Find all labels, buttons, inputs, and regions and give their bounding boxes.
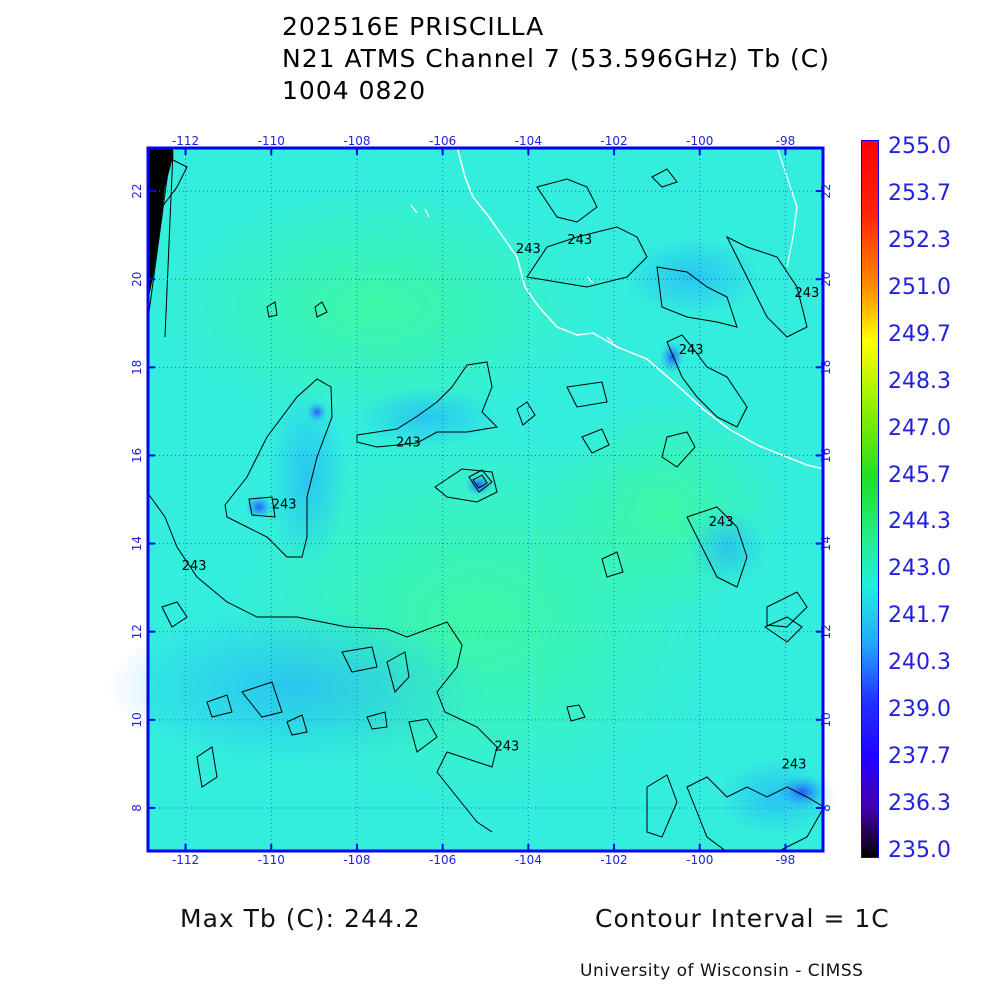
- contour-label: 243: [567, 233, 592, 248]
- longitude-tick-label-bottom: -108: [343, 853, 370, 867]
- colorbar-label: 252.3: [888, 227, 951, 253]
- colorbar-fill: [861, 140, 879, 858]
- colorbar-label: 247.0: [888, 415, 951, 441]
- colorbar-label: 239.0: [888, 697, 951, 723]
- colorbar-label: 236.3: [888, 791, 951, 817]
- longitude-tick-label-top: -100: [686, 134, 713, 148]
- cold-spot: [465, 474, 493, 496]
- title-sensor: N21 ATMS Channel 7 (53.596GHz) Tb (C): [282, 44, 830, 73]
- longitude-tick-label-top: -102: [600, 134, 627, 148]
- contour-interval-label: Contour Interval = 1C: [595, 904, 890, 933]
- cold-spot: [307, 402, 327, 422]
- longitude-tick-label-top: -104: [515, 134, 542, 148]
- max-tb-label: Max Tb (C): 244.2: [180, 904, 421, 933]
- title-storm: 202516E PRISCILLA: [282, 12, 545, 41]
- cool-region: [267, 387, 347, 567]
- longitude-tick-label-bottom: -98: [776, 853, 796, 867]
- contour-label: 243: [516, 242, 541, 257]
- contour-label: 243: [272, 497, 297, 512]
- warm-region: [157, 187, 597, 427]
- longitude-tick-label-top: -110: [258, 134, 285, 148]
- contour-label: 243: [679, 343, 704, 358]
- latitude-tick-label-left: 14: [130, 536, 144, 551]
- swath-edge: [164, 150, 174, 338]
- colorbar-label: 253.7: [888, 180, 951, 206]
- colorbar-label: 249.7: [888, 321, 951, 347]
- graticule: [147, 147, 824, 852]
- latitude-tick-label-left: 18: [130, 360, 144, 375]
- title-datetime: 1004 0820: [282, 76, 427, 105]
- colorbar-label: 243.0: [888, 556, 951, 582]
- longitude-tick-label-bottom: -102: [600, 853, 627, 867]
- coastline: [456, 146, 825, 470]
- colorbar-label: 244.3: [888, 509, 951, 535]
- colorbar-label: 235.0: [888, 838, 951, 863]
- colorbar-label: 251.0: [888, 274, 951, 300]
- longitude-tick-label-bottom: -110: [258, 853, 285, 867]
- swath-edge: [146, 148, 172, 328]
- latitude-tick-label-left: 16: [130, 448, 144, 463]
- longitude-tick-label-top: -98: [776, 134, 796, 148]
- latitude-tick-label-right: 8: [819, 804, 833, 812]
- cool-region: [687, 507, 767, 587]
- colorbar-label: 241.7: [888, 603, 951, 629]
- coastline: [410, 204, 618, 348]
- longitude-tick-label-top: -108: [343, 134, 370, 148]
- warm-region: [547, 397, 787, 617]
- longitude-tick-label-bottom: -104: [515, 853, 542, 867]
- colorbar-label: 245.7: [888, 462, 951, 488]
- cold-spot: [660, 341, 684, 373]
- contour-label: 243: [495, 740, 520, 755]
- colorbar-label: 255.0: [888, 134, 951, 159]
- colorbar-label: 248.3: [888, 368, 951, 394]
- longitude-tick-label-bottom: -112: [172, 853, 199, 867]
- cold-spot: [778, 776, 826, 808]
- credit-label: University of Wisconsin - CIMSS: [580, 961, 864, 981]
- longitude-tick-label-bottom: -106: [429, 853, 456, 867]
- latitude-tick-label-left: 12: [130, 624, 144, 639]
- latitude-tick-label-left: 22: [130, 183, 144, 198]
- colorbar-label: 240.3: [888, 650, 951, 676]
- coastline: [776, 146, 798, 268]
- latitude-tick-label-left: 10: [130, 712, 144, 727]
- map-frame-border: [146, 146, 825, 853]
- longitude-tick-label-bottom: -100: [686, 853, 713, 867]
- longitude-tick-label-top: -106: [429, 134, 456, 148]
- contour-label: 243: [782, 757, 807, 772]
- cool-region: [107, 607, 487, 767]
- latitude-tick-label-left: 20: [130, 272, 144, 287]
- contour-labels: 243 243 243 243 243 243 243 243 243 243: [182, 233, 820, 772]
- contour-label: 243: [182, 559, 207, 574]
- brightness-temperature-map: 243 243 243 243 243 243 243 243 243 243 -112 -112 -…: [107, 134, 837, 867]
- colorbar-label: 237.7: [888, 744, 951, 770]
- latitude-tick-label-left: 8: [130, 804, 144, 812]
- contour-label: 243: [794, 286, 819, 301]
- contour-label: 243: [709, 515, 734, 530]
- contour-lines: [146, 156, 825, 853]
- contour-label: 243: [396, 436, 421, 451]
- longitude-tick-label-top: -112: [172, 134, 199, 148]
- colorbar: [861, 140, 879, 858]
